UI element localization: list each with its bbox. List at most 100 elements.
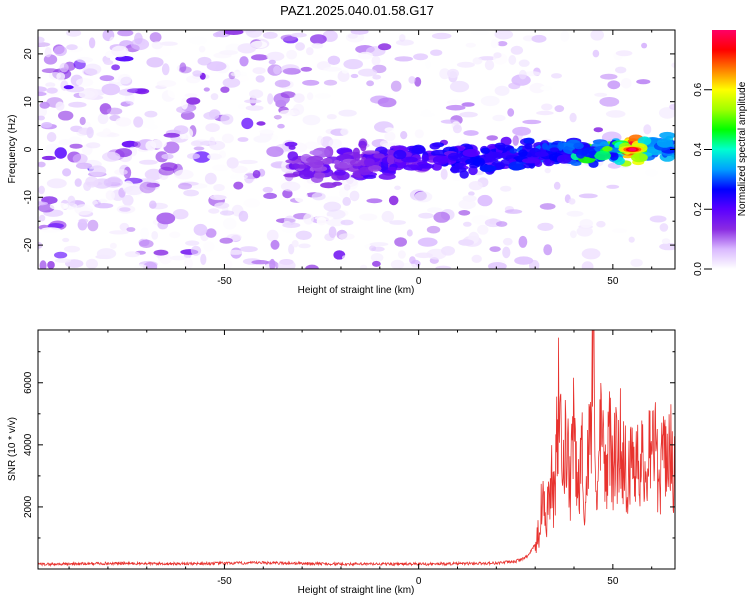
heatmap-noise-blob: [190, 140, 203, 147]
heatmap-noise-blob: [59, 62, 69, 73]
heatmap-noise-blob: [512, 135, 519, 146]
heatmap-noise-blob: [38, 91, 47, 97]
heatmap-noise-blob: [220, 86, 230, 93]
heatmap-ridge-blob: [656, 138, 674, 148]
heatmap-noise-blob: [324, 196, 342, 203]
heatmap-ridge-blob: [581, 147, 596, 158]
heatmap-noise-blob: [271, 134, 278, 142]
heatmap-noise-blob: [94, 203, 114, 209]
heatmap-noise-blob: [463, 221, 472, 227]
heatmap-noise-blob: [636, 79, 651, 85]
heatmap-noise-blob: [183, 189, 200, 197]
heatmap-noise-blob: [400, 131, 408, 140]
heatmap-noise-blob: [497, 41, 508, 47]
heatmap-noise-blob: [277, 259, 296, 269]
heatmap-noise-blob: [494, 85, 510, 96]
heatmap-noise-blob: [114, 169, 128, 176]
heatmap-noise-blob: [514, 256, 534, 265]
colorbar-tick-label: 0.6: [693, 82, 704, 96]
heatmap-noise-blob: [554, 105, 565, 113]
heatmap-noise-blob: [204, 172, 217, 185]
colorbar-label: Normalized spectral amplitude: [737, 81, 748, 216]
heatmap-noise-blob: [579, 218, 594, 228]
heatmap-noise-blob: [139, 159, 158, 165]
heatmap-noise-blob: [176, 105, 194, 114]
heatmap-noise-blob: [213, 52, 232, 59]
colorbar-ticks: 0.0 0.2 0.4 0.6: [693, 82, 712, 276]
heatmap-noise-blob: [292, 103, 305, 116]
heatmap-noise-blob: [115, 55, 134, 62]
heatmap-noise-blob: [118, 73, 132, 85]
heatmap-noise-blob: [522, 119, 542, 125]
heatmap-noise-blob: [79, 116, 86, 126]
heatmap-noise-blob: [268, 59, 276, 65]
heatmap-ridge-blob: [549, 147, 560, 152]
heatmap-noise-blob: [311, 42, 324, 49]
heatmap-noise-blob: [106, 107, 123, 115]
heatmap-noise-blob: [441, 246, 455, 256]
heatmap-noise-blob: [518, 69, 527, 80]
heatmap-noise-blob: [145, 140, 157, 151]
heatmap-ridge-blob: [508, 161, 524, 171]
heatmap-ridge-blob: [296, 164, 308, 169]
heatmap-noise-blob: [123, 185, 144, 196]
heatmap-noise-blob: [174, 169, 194, 180]
heatmap-noise-blob: [126, 88, 147, 94]
y-tick-label: 4000: [23, 433, 34, 456]
heatmap-noise-blob: [138, 178, 155, 184]
heatmap-noise-blob: [539, 203, 556, 210]
heatmap-noise-blob: [146, 124, 158, 130]
heatmap-noise-blob: [603, 252, 623, 258]
snr-x-label: Height of straight line (km): [298, 585, 415, 596]
heatmap-noise-blob: [600, 73, 618, 80]
heatmap-noise-blob: [592, 49, 600, 58]
y-tick-label: 2000: [23, 495, 34, 518]
heatmap-noise-blob: [49, 202, 69, 210]
heatmap-noise-blob: [233, 181, 244, 190]
heatmap-ridge-blob: [411, 147, 426, 155]
heatmap-noise-blob: [327, 55, 341, 65]
heatmap-noise-blob: [239, 56, 249, 67]
heatmap-noise-blob: [576, 226, 593, 237]
heatmap-noise-blob: [255, 75, 265, 83]
heatmap-noise-blob: [536, 110, 554, 116]
x-tick-label: 0: [416, 576, 422, 587]
x-tick-label: 50: [607, 276, 619, 287]
heatmap-noise-blob: [161, 63, 170, 76]
heatmap-noise-blob: [484, 59, 495, 71]
heatmap-noise-blob: [38, 115, 45, 121]
heatmap-noise-blob: [366, 198, 383, 204]
heatmap-noise-blob: [490, 38, 499, 49]
heatmap-noise-blob: [111, 64, 120, 71]
heatmap-noise-blob: [78, 218, 89, 223]
heatmap-noise-blob: [414, 129, 424, 139]
heatmap-noise-blob: [669, 103, 675, 110]
heatmap-noise-blob: [97, 113, 109, 125]
colorbar: 0.0 0.2 0.4 0.6 Normalized spectral amplitu…: [693, 30, 748, 276]
heatmap-noise-blob: [86, 126, 94, 139]
heatmap-noise-blob: [241, 117, 254, 130]
heatmap-noise-blob: [188, 36, 207, 45]
colorbar-tick-label: 0.4: [693, 142, 704, 156]
heatmap-noise-blob: [221, 133, 234, 144]
heatmap-noise-blob: [488, 262, 507, 269]
heatmap-noise-blob: [615, 66, 627, 74]
heatmap-noise-blob: [39, 260, 47, 269]
heatmap-noise-blob: [163, 141, 180, 154]
heatmap-ridge-blob: [431, 163, 442, 171]
heatmap-noise-blob: [223, 259, 233, 269]
heatmap-noise-blob: [139, 239, 154, 248]
heatmap-noise-blob: [406, 229, 413, 237]
heatmap-noise-blob: [449, 80, 470, 93]
x-tick-label: 50: [607, 576, 619, 587]
heatmap-noise-blob: [507, 108, 515, 117]
heatmap-noise-blob: [607, 80, 621, 90]
heatmap-noise-blob: [523, 71, 541, 77]
heatmap-ridge-blob: [523, 137, 535, 145]
heatmap-ridge-blob: [285, 158, 302, 164]
heatmap-noise-blob: [75, 162, 93, 169]
heatmap-ridge-blob: [659, 131, 675, 139]
heatmap-noise-blob: [553, 181, 561, 190]
heatmap-ridge-blob: [542, 142, 548, 150]
heatmap-ridge-blob: [373, 153, 385, 159]
